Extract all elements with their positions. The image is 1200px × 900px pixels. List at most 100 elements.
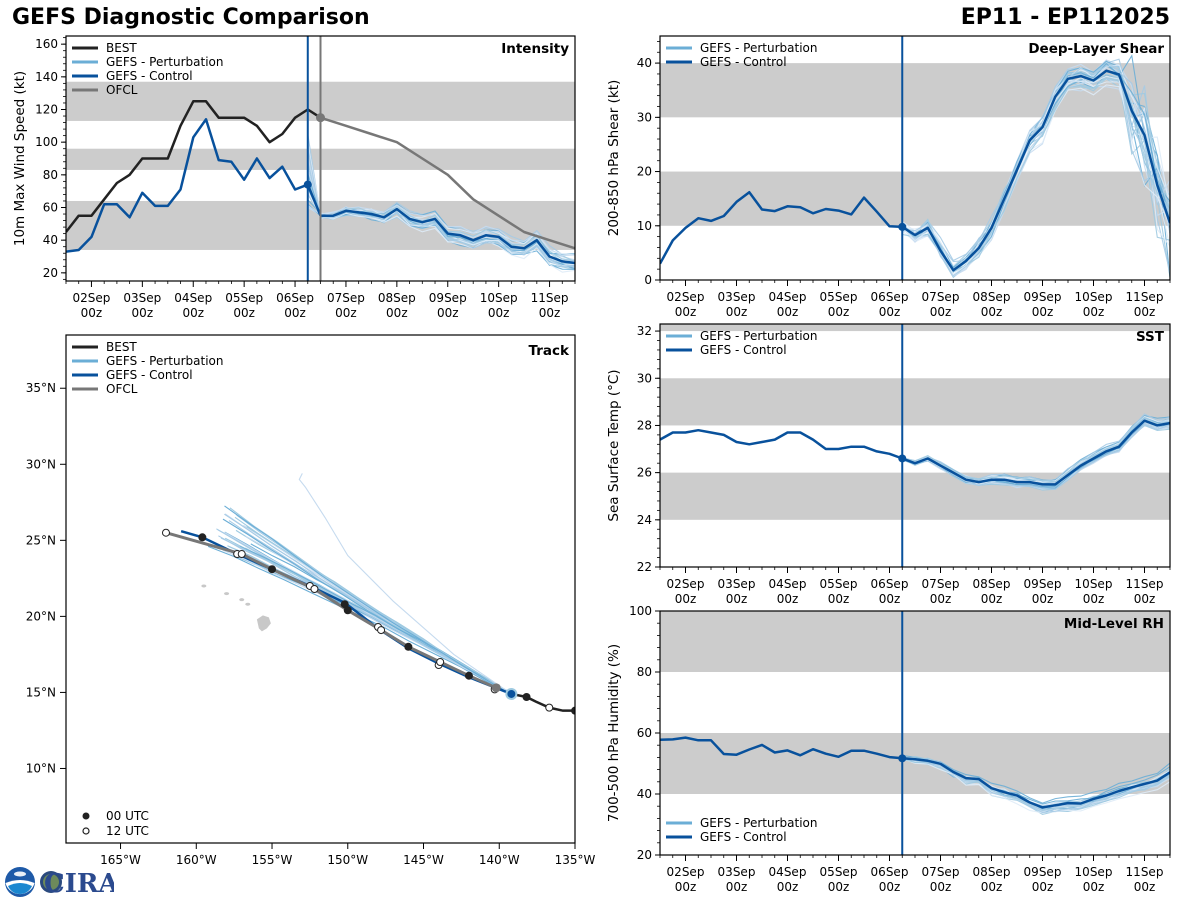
cira-logo-icon: CIRA xyxy=(40,869,114,898)
threshold-band xyxy=(660,611,1170,672)
x-tick-label-hour: 00z xyxy=(726,592,748,606)
x-tick-label-hour: 00z xyxy=(981,305,1003,319)
x-tick-label-date: 11Sep xyxy=(1126,865,1164,879)
threshold-band xyxy=(660,378,1170,426)
ofcl-init-marker xyxy=(316,113,325,123)
y-tick-label: 160 xyxy=(35,37,58,51)
noaa-cira-logo: CIRA xyxy=(5,867,114,898)
y-tick-label: 30 xyxy=(637,110,652,124)
control-init-marker xyxy=(505,687,518,700)
island-shape xyxy=(224,592,230,596)
best-line xyxy=(66,100,322,233)
lon-tick-label: 140°W xyxy=(479,853,520,867)
control-init-marker xyxy=(303,180,312,189)
x-tick-label-hour: 00z xyxy=(828,880,850,894)
y-tick-label: 20 xyxy=(637,165,652,179)
x-tick-label-date: 07Sep xyxy=(327,291,365,305)
rh-panel: 2040608010002Sep00z03Sep00z04Sep00z05Sep… xyxy=(606,604,1171,894)
x-tick-label-date: 08Sep xyxy=(973,865,1011,879)
x-tick-label-hour: 00z xyxy=(777,305,799,319)
x-tick-label-hour: 00z xyxy=(1134,592,1156,606)
x-tick-label-hour: 00z xyxy=(879,305,901,319)
y-tick-label: 20 xyxy=(637,848,652,862)
control-line xyxy=(660,419,1170,486)
island-shape xyxy=(201,584,207,588)
x-tick-label-date: 08Sep xyxy=(973,577,1011,591)
x-tick-label-date: 10Sep xyxy=(1075,290,1113,304)
x-tick-label-hour: 00z xyxy=(1083,592,1105,606)
panel-title: Track xyxy=(529,343,570,359)
x-tick-label-hour: 00z xyxy=(284,306,306,320)
x-tick-label-date: 02Sep xyxy=(667,290,705,304)
x-tick-label-hour: 00z xyxy=(777,592,799,606)
perturbation-line xyxy=(902,416,1170,483)
perturbation-line xyxy=(902,70,1170,273)
panel-title: Deep-Layer Shear xyxy=(1028,41,1164,57)
y-axis-label: Sea Surface Temp (°C) xyxy=(606,369,622,521)
panel-title: SST xyxy=(1136,329,1165,345)
legend-label: GEFS - Perturbation xyxy=(700,329,817,343)
perturbation-line xyxy=(307,168,575,257)
threshold-band xyxy=(660,171,1170,226)
legend-label: OFCL xyxy=(106,83,138,97)
x-tick-label-hour: 00z xyxy=(1083,880,1105,894)
x-tick-label-hour: 00z xyxy=(1032,592,1054,606)
sst-panel: 22242628303202Sep00z03Sep00z04Sep00z05Se… xyxy=(606,323,1171,606)
panel-title: Intensity xyxy=(501,41,569,57)
axes-frame xyxy=(659,323,1171,568)
x-tick-label-date: 10Sep xyxy=(480,291,518,305)
legend-label: GEFS - Perturbation xyxy=(700,41,817,55)
x-tick-label-hour: 00z xyxy=(981,592,1003,606)
control-init-marker xyxy=(898,222,907,231)
x-tick-label-date: 05Sep xyxy=(820,865,858,879)
lon-tick-label: 150°W xyxy=(327,853,368,867)
x-tick-label-hour: 00z xyxy=(930,880,952,894)
x-tick-label-date: 03Sep xyxy=(123,291,161,305)
y-tick-label: 40 xyxy=(637,56,652,70)
ofcl-12utc-marker xyxy=(161,528,170,537)
x-tick-label-date: 09Sep xyxy=(429,291,467,305)
control-line xyxy=(660,69,1170,272)
shear-panel: 01020304002Sep00z03Sep00z04Sep00z05Sep00… xyxy=(606,35,1171,319)
x-tick-label-date: 09Sep xyxy=(1024,290,1062,304)
perturbation-line xyxy=(901,65,1170,263)
legend-label: GEFS - Control xyxy=(700,830,787,844)
x-tick-label-date: 06Sep xyxy=(871,290,909,304)
x-tick-label-date: 03Sep xyxy=(718,290,756,304)
x-tick-label-date: 07Sep xyxy=(922,290,960,304)
control-init-marker xyxy=(898,454,907,463)
x-tick-label-date: 03Sep xyxy=(718,577,756,591)
x-tick-label-date: 07Sep xyxy=(922,577,960,591)
x-tick-label-hour: 00z xyxy=(930,305,952,319)
legend-label: GEFS - Perturbation xyxy=(106,354,223,368)
x-tick-label-date: 05Sep xyxy=(225,291,263,305)
x-tick-label-date: 03Sep xyxy=(718,865,756,879)
perturbation-line xyxy=(902,413,1170,482)
perturbation-line xyxy=(902,754,1170,804)
y-tick-label: 100 xyxy=(35,135,58,149)
x-tick-label-hour: 00z xyxy=(1032,880,1054,894)
legend-label: BEST xyxy=(106,340,137,354)
perturbation-track xyxy=(224,505,512,695)
plot-area xyxy=(660,611,1170,815)
panel-title: Mid-Level RH xyxy=(1064,616,1164,632)
y-axis-label: 700-500 hPa Humidity (%) xyxy=(606,644,622,822)
x-tick-label-hour: 00z xyxy=(539,306,561,320)
x-tick-label-date: 05Sep xyxy=(820,577,858,591)
lat-tick-label: 35°N xyxy=(26,381,56,395)
x-tick-label-date: 04Sep xyxy=(769,577,807,591)
track-panel: 165°W 160°W 155°W 150°W 145°W 140°W 135°W 10°N 1… xyxy=(26,334,596,867)
control-line xyxy=(660,736,1170,809)
y-tick-label: 60 xyxy=(637,726,652,740)
control-00utc-marker xyxy=(198,533,207,542)
y-tick-label: 80 xyxy=(637,665,652,679)
x-tick-label-date: 09Sep xyxy=(1024,865,1062,879)
ofcl-12utc-marker xyxy=(377,626,386,635)
x-tick-label-hour: 00z xyxy=(879,592,901,606)
x-tick-label-date: 04Sep xyxy=(174,291,212,305)
y-tick-label: 24 xyxy=(637,513,652,527)
perturbation-line xyxy=(902,757,1170,814)
x-tick-label-date: 11Sep xyxy=(531,291,569,305)
lon-tick-label: 160°W xyxy=(176,853,217,867)
